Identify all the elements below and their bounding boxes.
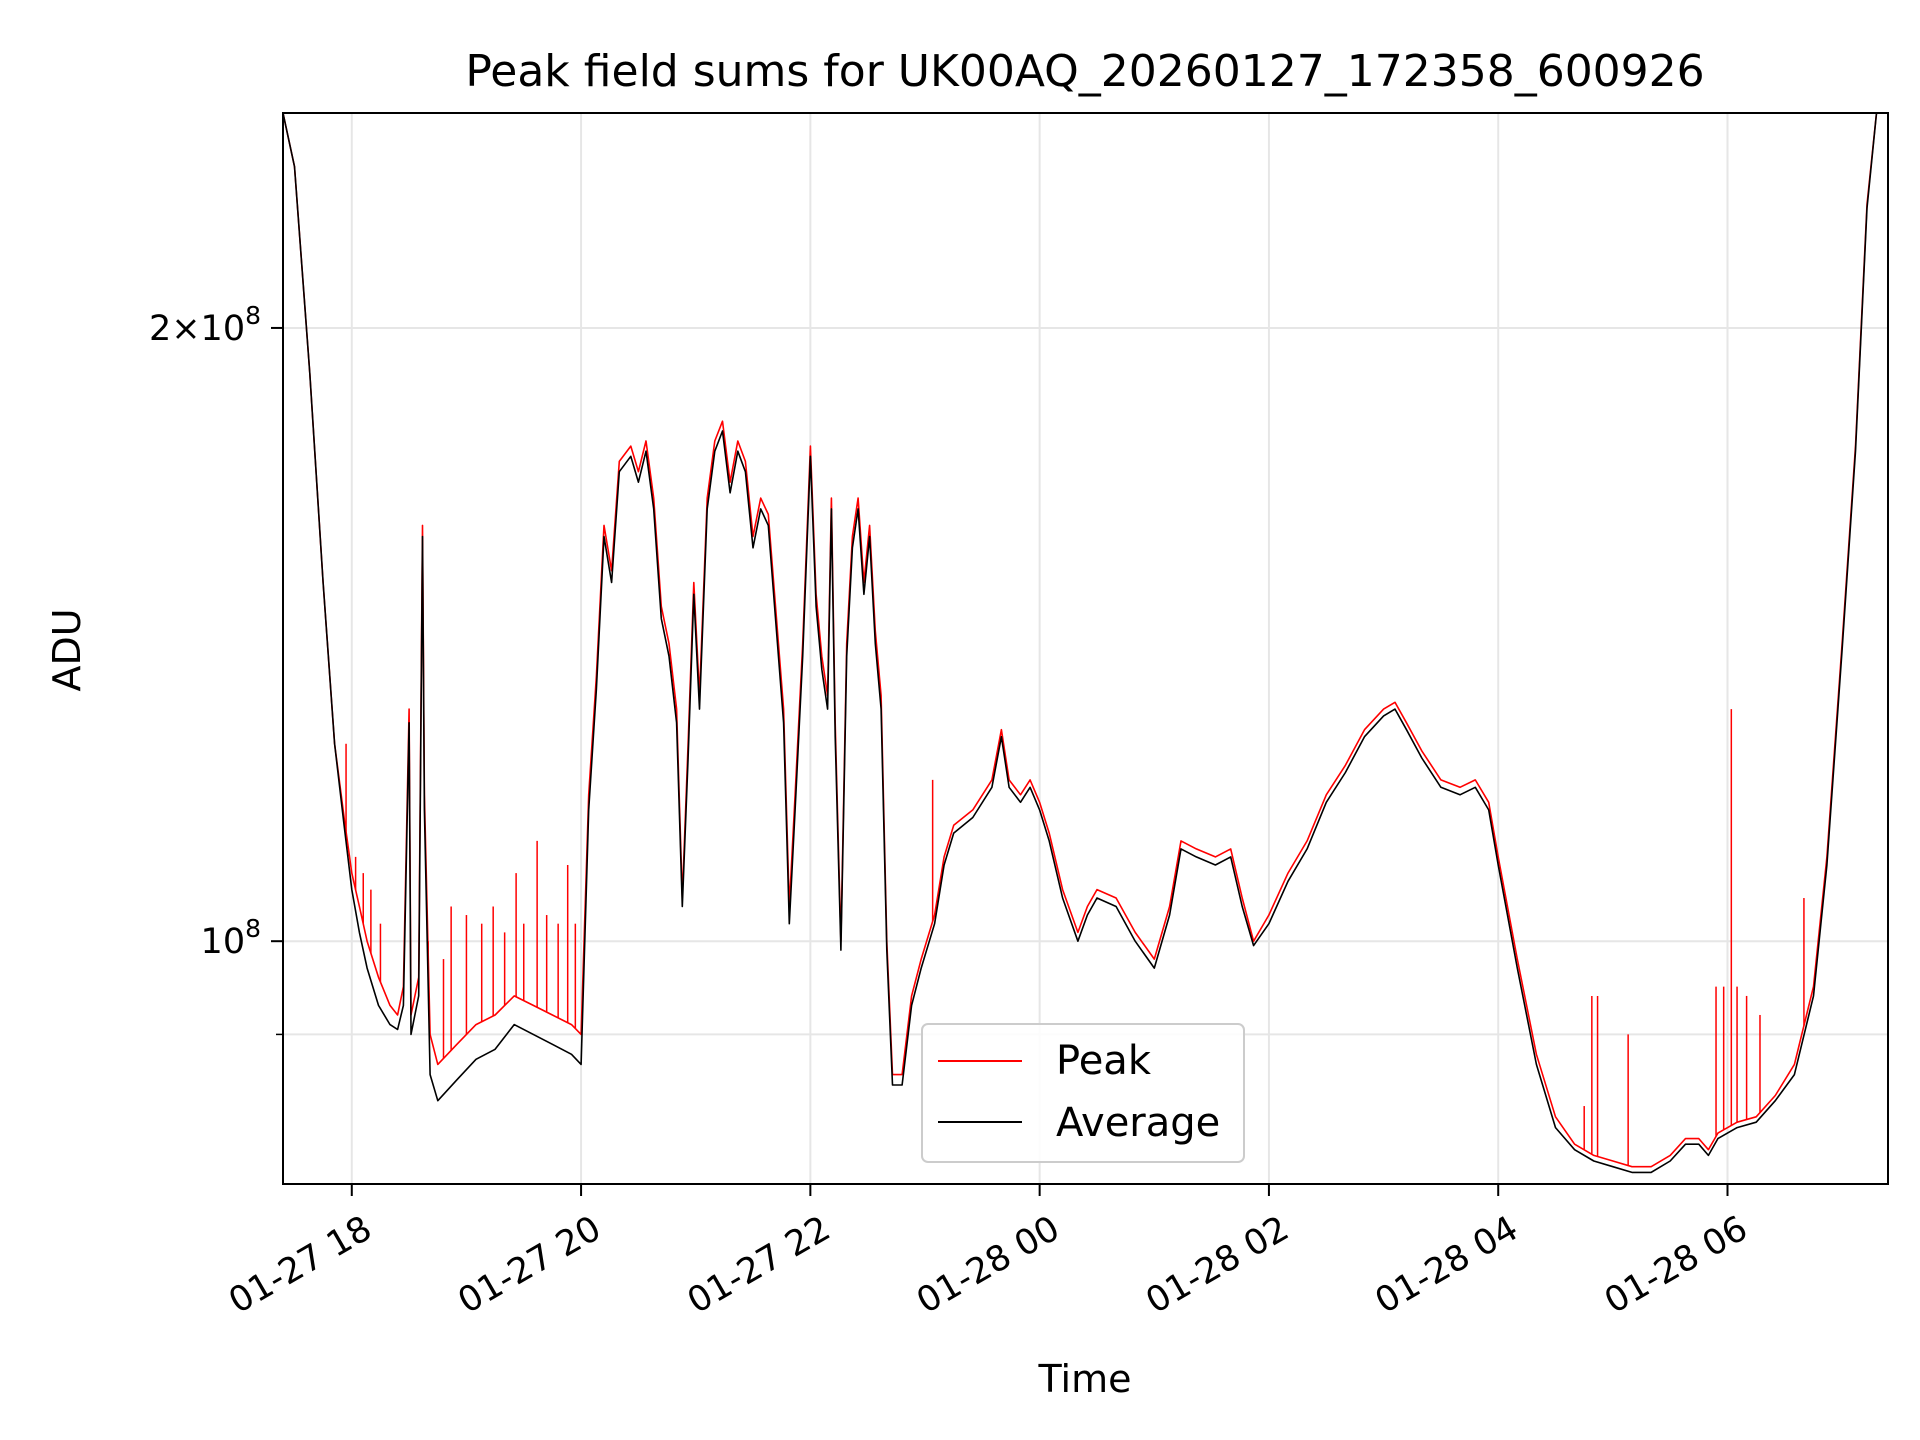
grid (283, 113, 1888, 1184)
series-line-average (283, 113, 1888, 1174)
x-axis-label: Time (1038, 1357, 1132, 1401)
legend-box (921, 1023, 1245, 1163)
y-tick-label: 2×108 (149, 301, 261, 349)
legend-label-average: Average (1056, 1100, 1220, 1146)
plot-frame (282, 112, 1889, 1185)
legend-label-peak: Peak (1056, 1038, 1152, 1084)
series-layer (283, 113, 1888, 1174)
chart-title: Peak field sums for UK00AQ_20260127_1723… (465, 46, 1704, 97)
legend: Peak Average (921, 1023, 1245, 1163)
series-average (283, 113, 1888, 1174)
y-tick-label: 108 (201, 914, 261, 962)
y-axis-label: ADU (45, 608, 89, 691)
series-peak (283, 113, 1888, 1168)
